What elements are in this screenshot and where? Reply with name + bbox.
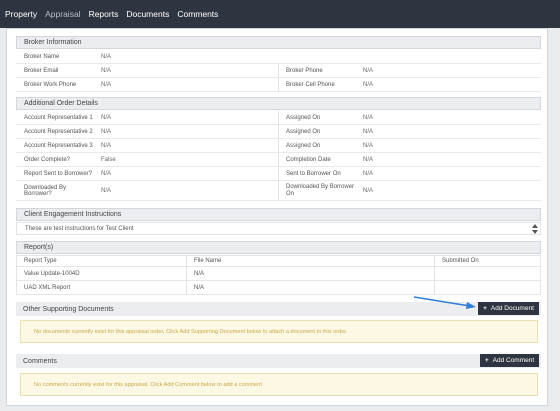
plus-icon: +	[484, 357, 489, 364]
table-row: UAD XML Report N/A	[16, 280, 541, 295]
order-detail-right-value: N/A	[363, 114, 374, 121]
file-name-cell: N/A	[186, 280, 435, 295]
order-detail-left-label: Account Representative 3	[24, 142, 93, 149]
column-divider	[278, 125, 279, 138]
order-detail-right-value: N/A	[363, 170, 374, 177]
client-instructions-box[interactable]: These are test instructions for Test Cli…	[16, 222, 541, 235]
textarea-resize-handle[interactable]	[530, 223, 540, 234]
order-detail-right-label: Completion Date	[286, 156, 331, 163]
column-divider	[278, 153, 279, 166]
broker-work-phone-row: Broker Work Phone N/A Broker Cell Phone …	[16, 78, 541, 92]
broker-name-value: N/A	[101, 53, 112, 60]
order-detail-right-value: N/A	[363, 128, 374, 135]
order-detail-left-value: N/A	[101, 170, 112, 177]
broker-cell-phone-value: N/A	[363, 81, 374, 88]
order-detail-row: Account Representative 2 N/A Assigned On…	[16, 125, 541, 139]
broker-work-phone-label: Broker Work Phone	[24, 81, 77, 88]
client-instructions-title: Client Engagement Instructions	[16, 208, 541, 221]
broker-phone-value: N/A	[363, 67, 374, 74]
comments-section: Comments No comments currently exist for…	[16, 354, 541, 400]
order-detail-row: Account Representative 1 N/A Assigned On…	[16, 111, 541, 125]
order-detail-right-label: Assigned On	[286, 128, 321, 135]
column-divider	[278, 139, 279, 152]
broker-email-value: N/A	[101, 67, 112, 74]
order-detail-left-label: Report Sent to Borrower?	[24, 170, 93, 177]
order-detail-left-label: Order Complete?	[24, 156, 71, 163]
comments-empty-alert: No comments currently exist for this app…	[20, 373, 538, 396]
column-divider	[278, 167, 279, 180]
broker-section-title: Broker Information	[16, 36, 541, 49]
broker-phone-label: Broker Phone	[286, 67, 323, 74]
broker-name-row: Broker Name N/A	[16, 50, 541, 64]
client-instructions-section: Client Engagement Instructions These are…	[16, 208, 541, 236]
reports-title: Report(s)	[16, 241, 541, 254]
order-detail-left-label: Account Representative 2	[24, 128, 93, 135]
add-comment-button[interactable]: + Add Comment	[480, 354, 539, 367]
broker-cell-phone-label: Broker Cell Phone	[286, 81, 335, 88]
plus-icon: +	[483, 305, 487, 312]
add-document-label: Add Document	[490, 305, 534, 312]
order-detail-left-label: Account Representative 1	[24, 114, 93, 121]
report-type-cell: UAD XML Report	[16, 280, 187, 295]
nav-comments[interactable]: Comments	[177, 9, 219, 19]
order-detail-right-label: Downloaded By Borrower On	[286, 183, 355, 197]
order-detail-left-value: N/A	[101, 142, 112, 149]
up-down-arrows-icon	[532, 223, 538, 234]
order-detail-right-label: Sent to Borrower On	[286, 170, 341, 177]
add-comment-label: Add Comment	[492, 357, 535, 364]
nav-documents[interactable]: Documents	[126, 9, 170, 19]
supporting-docs-title: Other Supporting Documents	[16, 302, 541, 316]
reports-section: Report(s) Report Type File Name Submitte…	[16, 241, 541, 298]
broker-work-phone-value: N/A	[101, 81, 112, 88]
column-divider	[278, 111, 279, 124]
order-detail-row: Report Sent to Borrower? N/A Sent to Bor…	[16, 167, 541, 181]
supporting-docs-section: Other Supporting Documents No documents …	[16, 302, 541, 348]
order-detail-row: Downloaded By Borrower? N/A Downloaded B…	[16, 181, 541, 201]
table-row: Value Update-1004D N/A	[16, 266, 541, 281]
order-detail-row: Account Representative 3 N/A Assigned On…	[16, 139, 541, 153]
reports-table: Report Type File Name Submitted On Value…	[16, 255, 541, 295]
order-detail-right-label: Assigned On	[286, 142, 321, 149]
broker-email-label: Broker Email	[24, 67, 59, 74]
file-name-cell: N/A	[186, 266, 435, 281]
supporting-docs-empty-alert: No documents currently exist for this ap…	[20, 320, 538, 343]
submitted-on-cell	[434, 266, 541, 281]
broker-email-row: Broker Email N/A Broker Phone N/A	[16, 64, 541, 78]
nav-appraisal[interactable]: Appraisal	[45, 9, 81, 19]
col-file-name: File Name	[186, 255, 435, 267]
column-divider	[278, 64, 279, 77]
comments-title: Comments	[16, 354, 541, 368]
order-detail-right-label: Assigned On	[286, 114, 321, 121]
column-divider	[278, 78, 279, 91]
col-submitted-on: Submitted On	[434, 255, 541, 267]
order-detail-left-label: Downloaded By Borrower?	[24, 184, 67, 197]
submitted-on-cell	[434, 280, 541, 295]
nav-reports[interactable]: Reports	[88, 9, 119, 19]
order-details-title: Additional Order Details	[16, 97, 541, 110]
col-report-type: Report Type	[16, 255, 187, 267]
nav-property[interactable]: Property	[5, 9, 38, 19]
order-detail-right-value: N/A	[363, 156, 374, 163]
order-detail-left-value: N/A	[101, 187, 112, 194]
report-type-cell: Value Update-1004D	[16, 266, 187, 281]
order-detail-left-value: N/A	[101, 114, 112, 121]
order-details-section: Additional Order Details Account Represe…	[16, 97, 541, 202]
order-detail-left-value: False	[101, 156, 116, 163]
broker-name-label: Broker Name	[24, 53, 60, 60]
top-nav: Property Appraisal Reports Documents Com…	[0, 0, 560, 28]
column-divider	[278, 181, 279, 200]
order-detail-row: Order Complete? False Completion Date N/…	[16, 153, 541, 167]
add-document-button[interactable]: + Add Document	[478, 302, 539, 315]
order-detail-left-value: N/A	[101, 128, 112, 135]
client-instructions-text: These are test instructions for Test Cli…	[25, 225, 134, 232]
order-detail-right-value: N/A	[363, 142, 374, 149]
broker-section: Broker Information Broker Name N/A Broke…	[16, 36, 541, 92]
annotation-arrow-icon	[413, 296, 476, 309]
order-detail-right-value: N/A	[363, 187, 374, 194]
reports-header-row: Report Type File Name Submitted On	[16, 255, 541, 267]
